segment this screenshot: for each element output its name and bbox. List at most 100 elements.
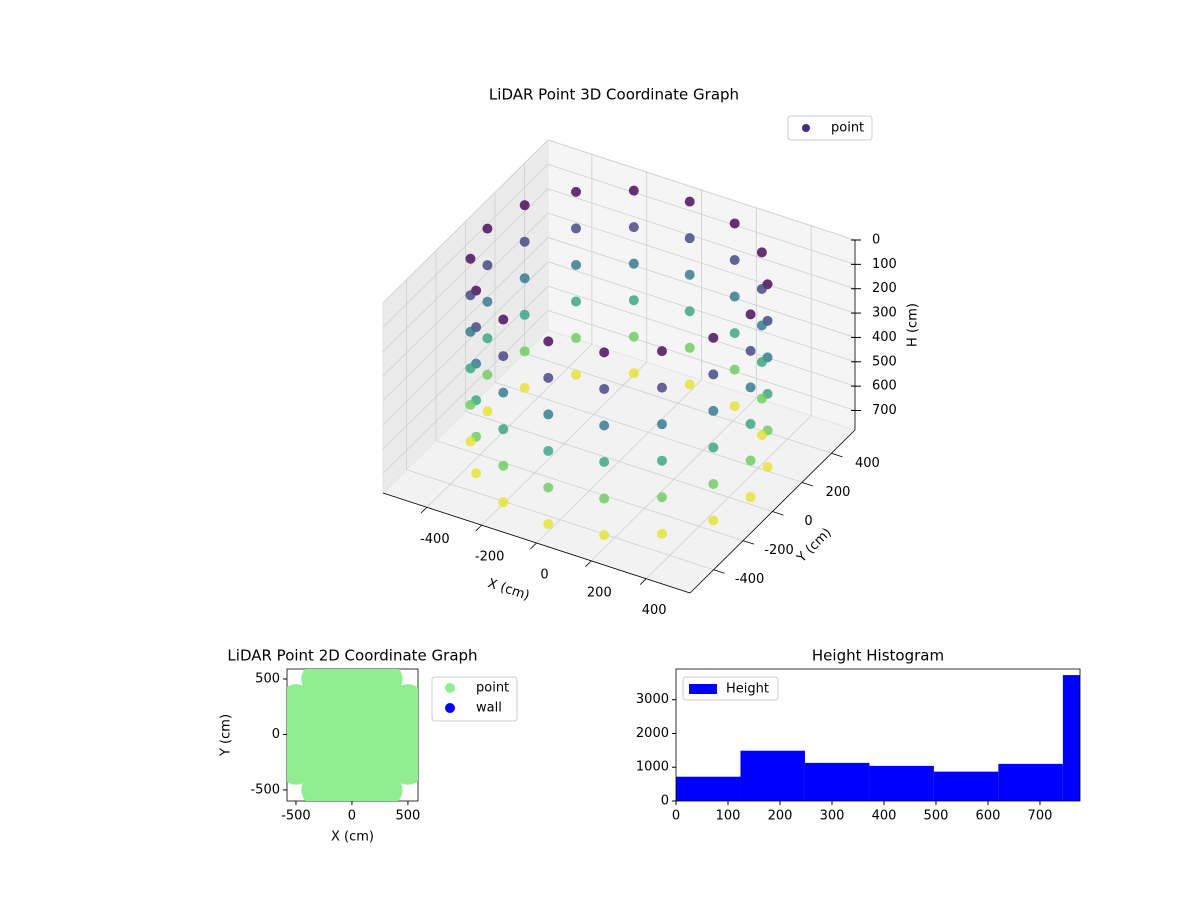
point: [684, 269, 695, 280]
z-grid-line: [382, 310, 549, 474]
z-tick-label: 600: [872, 379, 897, 394]
legend-label: point: [476, 681, 509, 696]
x-axis-label: X (cm): [331, 830, 374, 845]
point: [599, 530, 610, 541]
legend-marker: [802, 124, 810, 132]
y-tick: [801, 482, 814, 487]
point: [482, 369, 493, 380]
y-tick: [772, 511, 784, 516]
point: [656, 492, 667, 503]
point: [519, 346, 530, 357]
legend-label: wall: [476, 701, 502, 716]
z-tick-label: 700: [872, 403, 897, 418]
point: [368, 772, 403, 801]
point: [745, 492, 756, 503]
point: [465, 253, 476, 264]
point: [482, 296, 493, 307]
x-tick-label: 0: [540, 568, 548, 583]
z-tick-label: 400: [872, 330, 897, 345]
point: [498, 424, 509, 435]
x-tick-label: 400: [642, 603, 667, 618]
plot-frame: [675, 668, 1081, 802]
point: [599, 347, 610, 358]
y-tick-label: 0: [804, 514, 812, 529]
legend-patch: [689, 684, 717, 694]
point: [465, 290, 476, 301]
point: [465, 436, 476, 447]
y-tick-label: -400: [735, 572, 765, 587]
point: [729, 328, 740, 339]
point: [543, 519, 554, 530]
z-tick-label: 100: [872, 257, 897, 272]
y-grid-line: [465, 411, 773, 512]
chart-title: LiDAR Point 3D Coordinate Graph: [489, 86, 739, 104]
z-tick-label: 200: [872, 281, 897, 296]
x-tick-label: 500: [924, 809, 949, 824]
point: [756, 430, 767, 441]
point: [745, 455, 756, 466]
point: [729, 364, 740, 375]
y-tick-label: -500: [250, 782, 280, 797]
point: [708, 515, 719, 526]
y-tick-label: 0: [661, 794, 669, 809]
point: [571, 296, 582, 307]
bar: [804, 762, 870, 801]
x-tick: [530, 542, 537, 550]
point: [543, 372, 554, 383]
point: [656, 419, 667, 430]
point: [628, 331, 639, 342]
y-axis-label: Y (cm): [219, 714, 234, 757]
x-tick: [585, 560, 592, 567]
y-grid-line: [494, 382, 803, 483]
point: [571, 223, 582, 234]
x-tick-label: -200: [475, 550, 505, 565]
point: [628, 185, 639, 196]
point: [684, 379, 695, 390]
legend-label: Height: [726, 682, 769, 697]
point: [390, 750, 418, 785]
point: [684, 306, 695, 317]
point: [599, 420, 610, 431]
point: [708, 332, 719, 343]
point: [498, 460, 509, 471]
plot-area: [287, 669, 418, 801]
point: [729, 291, 740, 302]
x-axis-label: X (cm): [486, 576, 532, 604]
x-tick-label: 200: [768, 809, 793, 824]
point: [543, 409, 554, 420]
z-grid-line: [547, 237, 856, 338]
legend-label: point: [831, 121, 864, 136]
bar: [933, 771, 999, 801]
x-tick: [420, 507, 428, 514]
bar: [740, 750, 805, 801]
y-tick: [831, 452, 843, 458]
x-tick: [639, 578, 647, 585]
x-tick-label: 200: [587, 585, 612, 600]
point: [745, 309, 756, 320]
z-tick-label: 300: [872, 306, 897, 321]
z-tick-label: 500: [872, 354, 897, 369]
point: [656, 455, 667, 466]
legend-marker: [445, 703, 455, 713]
point: [729, 401, 740, 412]
x-tick-label: 600: [976, 809, 1001, 824]
z-grid-line: [382, 261, 549, 426]
point: [656, 346, 667, 357]
z-grid-line: [547, 139, 856, 241]
point: [729, 254, 740, 265]
point: [684, 342, 695, 353]
point: [628, 295, 639, 306]
x-tick: [475, 524, 482, 532]
y-tick-label: 3000: [636, 692, 669, 707]
point: [498, 497, 509, 508]
z-grid-line: [382, 237, 549, 401]
point: [543, 336, 554, 347]
point: [656, 528, 667, 539]
z-grid-line: [382, 164, 549, 328]
point: [628, 368, 639, 379]
point: [628, 222, 639, 233]
legend-box: [682, 676, 779, 701]
point: [684, 233, 695, 244]
z-grid-line: [547, 212, 856, 314]
